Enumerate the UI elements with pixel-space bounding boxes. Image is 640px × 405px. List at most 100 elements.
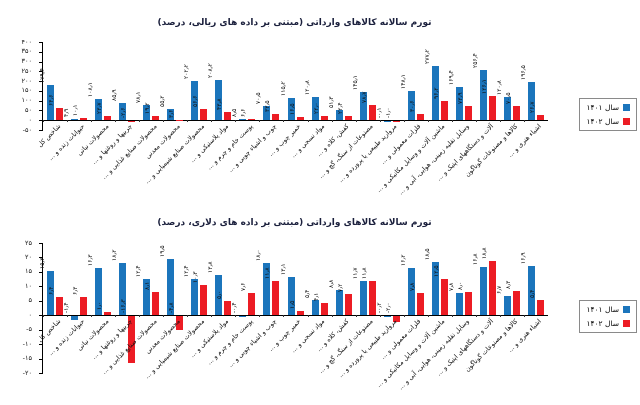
- value-label: ۸٫۵: [231, 108, 239, 117]
- bar-1401: [359, 91, 367, 121]
- bar-1402: [80, 118, 88, 121]
- y-tick-label: ۱۵: [25, 267, 32, 276]
- bar-1402: [200, 285, 208, 316]
- bar-1402: [320, 303, 328, 316]
- value-label: ۷۰٫۵: [255, 92, 263, 105]
- bar-1402: [488, 260, 496, 316]
- y-tick-mark: [39, 300, 43, 302]
- value-label: ۸٫۸: [327, 279, 335, 288]
- x-tick-mark: [475, 120, 477, 123]
- value-label: ۱۴۵٫۱: [351, 75, 359, 90]
- bar-1401: [119, 103, 127, 121]
- value-label: ۱۲۰٫۸: [495, 79, 503, 95]
- bar-1401: [455, 292, 463, 316]
- value-label: ۷٫۸: [447, 282, 455, 291]
- x-tick-mark: [283, 120, 285, 123]
- y-tick-mark: [39, 344, 43, 346]
- x-tick-mark: [187, 120, 189, 123]
- y-axis: ۲۵ ۲۰ ۱۵ ۱۰ ۵ ۰ -۵ -۱۰ -۱۵ -۲۰: [0, 238, 38, 376]
- value-label: ۱۶٫۹: [519, 252, 527, 265]
- bar-1402: [272, 281, 280, 316]
- bar-1402: [440, 101, 448, 121]
- y-tick-label: -۲۰: [22, 368, 32, 377]
- value-label: ۱۰٫۳: [192, 271, 200, 284]
- value-label: ۱۷۹٫۴: [39, 68, 47, 84]
- value-label: ۱۱٫۸: [264, 267, 272, 280]
- value-label: -۱٫۴: [63, 302, 71, 314]
- bar-1401: [287, 277, 295, 316]
- bar-1402: [344, 294, 352, 316]
- bar-1402: [200, 109, 208, 121]
- x-tick-mark: [355, 315, 357, 318]
- bar-1401: [407, 91, 415, 121]
- chart-rial-inflation: تورم سالانه کالاهای وارداتی (مبتنی بر دا…: [0, 16, 640, 206]
- x-tick-mark: [91, 120, 93, 123]
- value-label: ۷۸٫۱: [135, 91, 143, 103]
- y-tick-mark: [39, 100, 43, 102]
- y-tick-mark: [39, 315, 43, 317]
- y-tick-mark: [39, 130, 43, 131]
- x-tick-mark: [163, 120, 165, 123]
- y-tick-mark: [39, 286, 43, 288]
- x-tick-mark: [379, 120, 381, 123]
- value-label: -۰٫۲: [375, 302, 383, 314]
- bar-1402: [104, 115, 112, 121]
- bar-1402: [248, 118, 256, 121]
- bar-1402: [152, 291, 160, 316]
- value-label: ۱۶٫۵: [288, 103, 296, 115]
- legend-item-1402: سال ۱۴۰۲: [586, 319, 630, 328]
- y-tick-label: ۵۰: [25, 105, 32, 114]
- value-label: ۲۲٫۴: [336, 102, 344, 114]
- value-label: ۲۲٫۰: [312, 102, 320, 114]
- value-label: ۸٫۱: [144, 281, 152, 290]
- bar-1401: [191, 279, 199, 316]
- y-tick-label: ۲۵۰: [21, 66, 32, 75]
- value-label: ۱۸٫۲: [111, 249, 119, 261]
- value-label: ۴٫۱: [312, 292, 320, 302]
- y-tick-mark: [39, 373, 43, 374]
- bar-1402: [176, 316, 184, 331]
- y-tick-mark: [39, 243, 43, 244]
- chart-title-dollar: تورم سالانه کالاهای وارداتی (مبتنی بر دا…: [157, 218, 432, 228]
- legend-swatch-blue-icon: [623, 306, 630, 313]
- bar-1402: [512, 291, 520, 316]
- bar-1401: [407, 268, 415, 316]
- value-label: ۶۴٫۶: [48, 93, 56, 106]
- y-tick-mark: [39, 61, 43, 63]
- bar-1401: [143, 104, 151, 121]
- y-tick-mark: [39, 257, 43, 259]
- value-label: ۵۵٫۲: [159, 95, 167, 108]
- bar-1401: [431, 261, 439, 316]
- legend-label-1402: سال ۱۴۰۲: [586, 117, 619, 126]
- x-tick-mark: [115, 315, 117, 318]
- bar-1401: [311, 299, 319, 316]
- y-tick-label: ۲۵: [25, 238, 32, 247]
- y-tick-label: ۲۰۰: [21, 76, 32, 85]
- bar-1401: [167, 258, 175, 316]
- y-tick-mark: [39, 329, 43, 331]
- bar-1401: [479, 266, 487, 316]
- value-label: ۸۵٫۹: [111, 89, 119, 102]
- value-label: ۱۱٫۷: [351, 267, 359, 280]
- bar-1402: [128, 316, 136, 364]
- bar-1402: [392, 316, 400, 322]
- bar-1401: [503, 295, 511, 316]
- y-tick-label: ۰: [28, 115, 33, 124]
- x-tick-mark: [211, 315, 213, 318]
- bar-1401: [479, 70, 487, 121]
- y-tick-label: -۵: [26, 325, 32, 334]
- bar-1401: [335, 289, 343, 316]
- legend-swatch-blue-icon: [623, 104, 630, 111]
- value-label: ۱۸٫۸: [480, 247, 488, 259]
- value-label: -۰٫۴: [231, 302, 239, 314]
- value-label: ۶٫۳: [72, 286, 80, 296]
- value-label: ۱۴۸٫۱: [399, 74, 407, 90]
- value-label: ۱۸٫۰: [255, 249, 263, 262]
- value-label: ۱۳٫۸: [207, 261, 215, 274]
- bar-1402: [368, 104, 376, 121]
- value-label: ۵۱٫۳: [327, 96, 335, 109]
- value-label: ۵٫۰: [216, 290, 224, 299]
- x-tick-mark: [499, 120, 501, 123]
- value-label: ۱۲۰٫۸: [303, 79, 311, 95]
- bar-1401: [119, 262, 127, 316]
